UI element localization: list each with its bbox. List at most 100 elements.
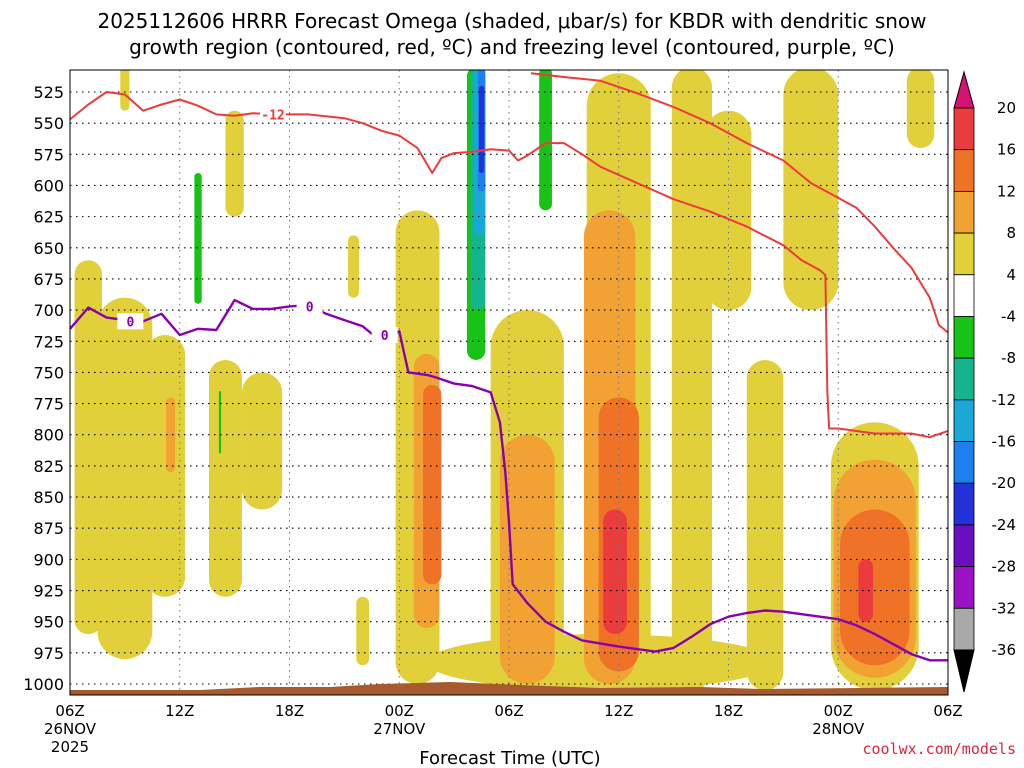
y-tick-label-975: 975 bbox=[33, 644, 64, 663]
colorbar-segment-9 bbox=[953, 441, 975, 484]
x-tick-date-0: 26NOV bbox=[44, 720, 97, 738]
colorbar-label-0: 20 bbox=[997, 99, 1016, 117]
contour-label-bg-3 bbox=[371, 327, 398, 344]
terrain bbox=[70, 682, 948, 695]
terrain-fill bbox=[70, 682, 948, 695]
contour-lines: -12 0 0 0 bbox=[70, 72, 948, 662]
y-tick-label-775: 775 bbox=[33, 395, 64, 414]
y-tick-label-725: 725 bbox=[33, 332, 64, 351]
contour-line-1 bbox=[530, 72, 948, 334]
contour-label-bg-0 bbox=[260, 106, 287, 123]
y-tick-label-900: 900 bbox=[33, 550, 64, 569]
x-tick-year-0: 2025 bbox=[51, 738, 89, 756]
grid-lines bbox=[70, 70, 948, 695]
credit-text: coolwx.com/models bbox=[862, 740, 1016, 758]
y-tick-label-800: 800 bbox=[33, 426, 64, 445]
y-tick-label-625: 625 bbox=[33, 208, 64, 227]
omega-region-17 bbox=[906, 70, 935, 149]
y-tick-label-1000: 1000 bbox=[23, 675, 64, 694]
colorbar-label-7: -12 bbox=[992, 391, 1017, 409]
omega-region-26 bbox=[840, 509, 910, 666]
y-tick-label-825: 825 bbox=[33, 457, 64, 476]
omega-region-23 bbox=[166, 397, 176, 473]
colorbar-label-5: -4 bbox=[1001, 307, 1016, 325]
colorbar-segment-2 bbox=[953, 149, 975, 192]
omega-region-1 bbox=[97, 297, 153, 660]
y-tick-label-575: 575 bbox=[33, 145, 64, 164]
colorbar-segment-8 bbox=[953, 399, 975, 442]
omega-shading bbox=[74, 70, 935, 691]
colorbar-label-1: 16 bbox=[997, 141, 1016, 159]
x-tick-label-7: 00Z bbox=[824, 702, 853, 720]
y-tick-label-525: 525 bbox=[33, 83, 64, 102]
contour-line-2 bbox=[70, 298, 948, 662]
colorbar: 20 16 12 8 4 -4 -8 -12 -16 -20 -24 -28 -32 -36 bbox=[953, 70, 1017, 693]
omega-region-0 bbox=[74, 260, 103, 635]
colorbar-segment-7 bbox=[953, 357, 975, 401]
omega-region-28 bbox=[858, 559, 874, 622]
contour-label-2: 0 bbox=[306, 300, 314, 315]
y-tick-label-750: 750 bbox=[33, 363, 64, 382]
x-tick-label-3: 00Z bbox=[385, 702, 414, 720]
colorbar-segment-6 bbox=[953, 316, 975, 359]
colorbar-label-13: -36 bbox=[992, 641, 1017, 659]
y-tick-label-600: 600 bbox=[33, 176, 64, 195]
omega-region-2 bbox=[144, 335, 186, 597]
colorbar-segment-4 bbox=[953, 232, 975, 276]
omega-region-36 bbox=[479, 85, 485, 174]
x-tick-label-6: 18Z bbox=[714, 702, 743, 720]
omega-region-4 bbox=[241, 372, 283, 510]
omega-region-7 bbox=[348, 235, 360, 298]
contour-line-0 bbox=[70, 91, 948, 439]
y-tick-label-850: 850 bbox=[33, 488, 64, 507]
colorbar-segment-3 bbox=[953, 190, 975, 234]
colorbar-label-3: 8 bbox=[1006, 224, 1016, 242]
x-tick-date-3: 27NOV bbox=[373, 720, 426, 738]
colorbar-segment-1 bbox=[953, 107, 975, 151]
colorbar-segment-5 bbox=[953, 274, 975, 317]
contour-label-bg-1 bbox=[117, 313, 144, 330]
colorbar-bottom-triangle bbox=[953, 649, 975, 693]
colorbar-top-triangle bbox=[953, 70, 975, 109]
y-tick-label-925: 925 bbox=[33, 582, 64, 601]
colorbar-label-12: -32 bbox=[992, 599, 1017, 617]
x-tick-label-1: 12Z bbox=[165, 702, 194, 720]
chart-title-line2: growth region (contoured, red, ºC) and f… bbox=[129, 35, 895, 59]
omega-region-13 bbox=[705, 110, 752, 311]
y-tick-label-550: 550 bbox=[33, 114, 64, 133]
y-axis-ticks: 525 550 575 600 625 650 675 700 725 750 775 800 825 8… bbox=[23, 83, 64, 694]
y-tick-label-675: 675 bbox=[33, 270, 64, 289]
omega-region-30 bbox=[539, 70, 552, 211]
omega-region-24 bbox=[423, 384, 442, 585]
colorbar-segment-13 bbox=[953, 607, 975, 651]
x-axis-label: Forecast Time (UTC) bbox=[419, 748, 600, 768]
omega-region-8 bbox=[356, 596, 370, 666]
omega-region-12 bbox=[671, 70, 713, 691]
contour-label-3: 0 bbox=[381, 329, 389, 344]
omega-region-32 bbox=[218, 391, 222, 454]
colorbar-label-9: -20 bbox=[992, 474, 1017, 492]
plot-area: -12 0 0 0 bbox=[70, 70, 948, 695]
x-tick-label-5: 12Z bbox=[604, 702, 633, 720]
colorbar-segment-10 bbox=[953, 482, 975, 526]
x-tick-date-7: 28NOV bbox=[812, 720, 865, 738]
x-tick-label-4: 06Z bbox=[494, 702, 523, 720]
colorbar-label-2: 12 bbox=[997, 182, 1016, 200]
plot-frame bbox=[69, 69, 949, 696]
omega-region-27 bbox=[603, 509, 627, 635]
contour-label-bg-2 bbox=[296, 298, 323, 315]
omega-region-6 bbox=[225, 110, 244, 217]
omega-region-14 bbox=[746, 359, 784, 691]
colorbar-segment-11 bbox=[953, 524, 975, 568]
colorbar-segment-12 bbox=[953, 566, 975, 609]
x-tick-label-2: 18Z bbox=[275, 702, 304, 720]
x-tick-label-8: 06Z bbox=[933, 702, 962, 720]
omega-region-31 bbox=[194, 173, 202, 304]
x-tick-label-0: 06Z bbox=[55, 702, 84, 720]
colorbar-label-4: 4 bbox=[1006, 266, 1016, 284]
y-tick-label-950: 950 bbox=[33, 613, 64, 632]
colorbar-label-6: -8 bbox=[1001, 349, 1016, 367]
chart-title-line1: 2025112606 HRRR Forecast Omega (shaded, … bbox=[97, 9, 926, 33]
colorbar-label-8: -16 bbox=[992, 433, 1017, 451]
